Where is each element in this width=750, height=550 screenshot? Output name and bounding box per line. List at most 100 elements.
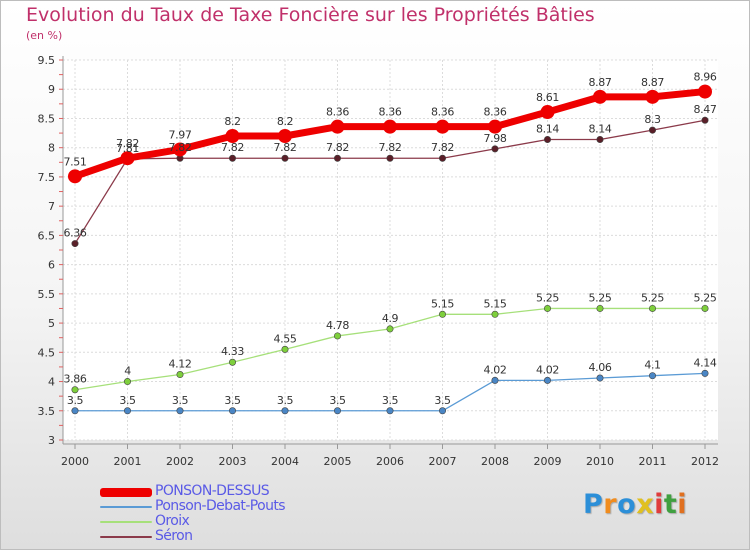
data-label: 5.25 xyxy=(589,291,612,304)
data-point xyxy=(281,407,289,415)
data-label: 8.2 xyxy=(224,115,240,128)
data-label: 4.78 xyxy=(326,319,349,332)
data-point xyxy=(71,240,79,248)
legend-swatch xyxy=(100,536,152,538)
data-point xyxy=(176,407,184,415)
data-label: 3.5 xyxy=(277,394,294,407)
data-point xyxy=(596,374,604,382)
data-point xyxy=(124,378,132,386)
data-label: 7.82 xyxy=(431,141,454,154)
data-label: 8.36 xyxy=(326,106,349,119)
data-point xyxy=(120,151,135,166)
data-point xyxy=(333,332,341,340)
data-point xyxy=(648,304,656,312)
data-label: 7.51 xyxy=(64,155,87,168)
data-point xyxy=(491,310,499,318)
data-label: 7.82 xyxy=(221,141,244,154)
x-tick-label: 2009 xyxy=(534,455,562,468)
data-label: 7.82 xyxy=(169,141,192,154)
data-point xyxy=(488,119,502,134)
x-tick-label: 2006 xyxy=(376,455,404,468)
data-label: 7.82 xyxy=(274,141,297,154)
x-tick-label: 2004 xyxy=(271,455,299,468)
chart-subtitle: (en %) xyxy=(26,29,63,42)
y-tick-label: 6 xyxy=(48,259,55,272)
data-point xyxy=(438,407,446,415)
legend-label: PONSON-DESSUS xyxy=(155,483,270,499)
data-point xyxy=(543,304,551,312)
legend-swatch xyxy=(100,487,152,497)
data-labels-0: 7.517.827.978.2 8.28.36 8.36 8.36 8.368.618.… xyxy=(64,71,718,169)
data-point xyxy=(278,129,292,143)
y-tick-label: 5 xyxy=(48,317,55,330)
data-label: 4.06 xyxy=(589,361,612,374)
data-point xyxy=(386,154,394,162)
legend-label: Ponson-Debat-Pouts xyxy=(155,498,286,514)
data-label: 3.5 xyxy=(119,394,136,407)
x-tick-label: 2002 xyxy=(166,455,194,468)
data-label: 3.5 xyxy=(172,394,189,407)
x-tick-label: 2010 xyxy=(586,455,614,468)
data-label: 8.14 xyxy=(589,123,612,136)
data-point xyxy=(281,345,289,353)
data-label: 7.97 xyxy=(169,128,192,141)
data-label: 7.98 xyxy=(484,132,507,145)
x-tick-label: 2000 xyxy=(61,455,89,468)
data-point xyxy=(701,304,709,312)
x-tick-label: 2008 xyxy=(481,455,509,468)
data-point xyxy=(229,154,237,162)
data-labels-2: 3.86 4 4.12 4.33 4.55 4.78 4.9 5.15 5.15 5.25 5.25… xyxy=(64,291,718,385)
data-label: 8.96 xyxy=(694,71,717,84)
y-tick-label: 6.5 xyxy=(38,229,56,242)
data-label: 4.14 xyxy=(694,356,717,369)
data-label: 7.82 xyxy=(379,141,402,154)
data-label: 5.25 xyxy=(641,291,664,304)
y-tick-label: 4.5 xyxy=(38,346,56,359)
series-3 xyxy=(71,116,709,248)
data-label: 5.25 xyxy=(694,291,717,304)
data-point xyxy=(593,89,607,104)
x-tick-label: 2012 xyxy=(691,455,719,468)
data-point xyxy=(383,119,397,134)
y-tick-label: 3.5 xyxy=(38,405,56,418)
data-point xyxy=(71,386,79,394)
y-tick-label: 9.5 xyxy=(38,54,56,67)
data-point xyxy=(173,142,187,157)
x-tick-label: 2003 xyxy=(219,455,247,468)
data-label: 4.1 xyxy=(644,359,660,372)
data-point xyxy=(701,369,709,377)
legend-label: Oroix xyxy=(155,513,190,529)
data-point xyxy=(281,154,289,162)
data-point xyxy=(543,136,551,144)
y-tick-label: 4 xyxy=(48,376,55,389)
series-0 xyxy=(68,84,712,184)
data-point xyxy=(543,376,551,384)
y-tick-label: 8 xyxy=(48,142,55,155)
data-label: 3.5 xyxy=(329,394,346,407)
data-label: 4.33 xyxy=(221,345,244,358)
data-point xyxy=(596,136,604,144)
data-point xyxy=(648,126,656,134)
proxiti-logo: Proxiti xyxy=(583,489,688,520)
data-labels-1: 3.5 3.5 3.5 3.5 3.5 3.5 3.5 3.54.02 4.02 4.06 4.1 4… xyxy=(67,356,717,406)
data-label: 8.2 xyxy=(277,115,293,128)
data-point xyxy=(124,407,132,415)
data-label: 4 xyxy=(124,365,131,378)
data-label: 8.87 xyxy=(589,76,612,89)
data-label: 7.81 xyxy=(116,142,139,155)
data-point xyxy=(176,371,184,379)
data-label: 5.15 xyxy=(431,297,454,310)
data-point xyxy=(540,105,555,120)
data-point xyxy=(330,119,345,134)
y-tick-label: 3 xyxy=(48,434,55,447)
legend-swatch xyxy=(100,506,152,508)
data-label: 8.36 xyxy=(484,106,507,119)
data-label: 4.02 xyxy=(536,363,559,376)
data-label: 7.82 xyxy=(326,141,349,154)
data-point xyxy=(229,407,237,415)
data-point xyxy=(596,304,604,312)
data-point xyxy=(438,310,446,318)
data-point xyxy=(386,325,394,333)
x-tick-label: 2005 xyxy=(324,455,352,468)
